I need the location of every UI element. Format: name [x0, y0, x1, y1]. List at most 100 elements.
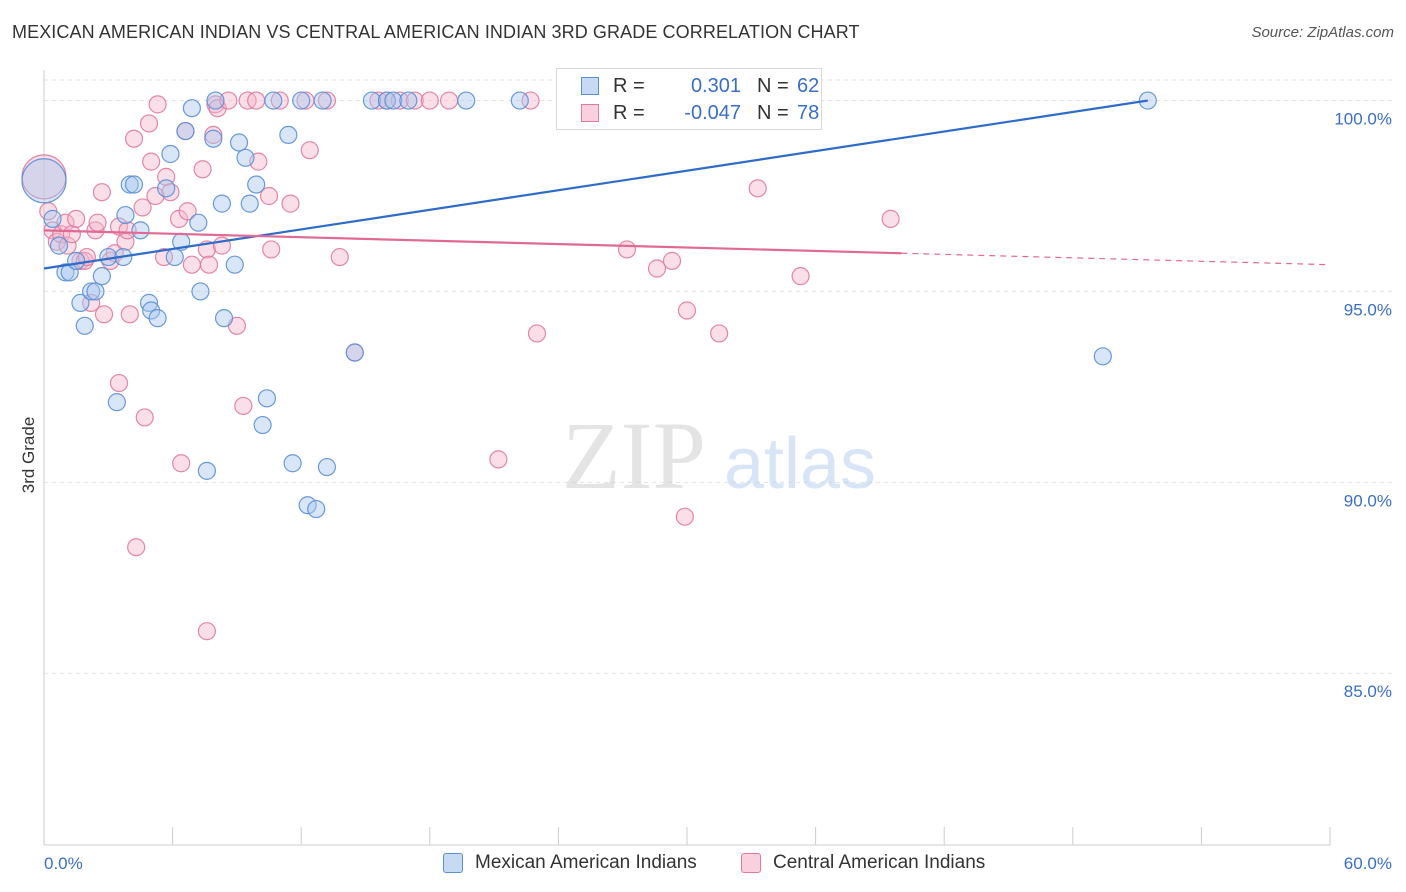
blue-data-point	[92, 267, 111, 286]
legend-label: Mexican American Indians	[475, 852, 697, 873]
blue-data-point	[377, 91, 397, 110]
pink-data-point	[420, 91, 439, 110]
r-label: R =	[613, 75, 645, 97]
blue-data-point	[253, 415, 272, 435]
pink-data-point	[791, 267, 810, 286]
blue-data-point	[131, 221, 150, 240]
watermark-zip: ZIP	[562, 402, 706, 509]
gridlines	[44, 79, 1392, 674]
blue-data-point	[362, 91, 382, 110]
blue-data-point	[75, 316, 94, 335]
r-value: 0.301	[690, 75, 741, 97]
pink-data-point	[262, 240, 281, 259]
blue-data-point	[148, 309, 167, 328]
pink-data-point	[748, 179, 767, 198]
pink-data-point	[527, 324, 547, 343]
pink-data-point	[67, 209, 86, 228]
blue-data-point	[298, 496, 317, 515]
pink-data-point	[489, 450, 508, 469]
blue-data-point	[49, 236, 69, 255]
blue-data-point	[399, 91, 418, 110]
blue-data-point	[107, 393, 126, 412]
y-tick-label: 85.0%	[1344, 682, 1392, 701]
blue-data-point	[206, 91, 225, 110]
pink-data-point	[219, 91, 238, 110]
pink-data-point	[234, 396, 253, 416]
blue-swatch	[581, 77, 599, 95]
blue-data-point	[43, 209, 62, 228]
blue-data-point	[116, 205, 135, 225]
pink-data-point	[300, 141, 319, 160]
pink-data-point	[259, 186, 279, 206]
x-tick-label-max: 60.0%	[1344, 854, 1392, 873]
stats-legend: R = 0.301 N = 62 R = -0.047 N = 78	[556, 68, 822, 130]
pink-data-point	[139, 114, 159, 133]
blue-data-point	[124, 175, 144, 194]
pink-data-point	[204, 125, 223, 145]
blue-data-point	[120, 175, 139, 194]
pink-data-point	[154, 247, 174, 267]
pink-data-point	[677, 301, 697, 320]
series-central-american-indians	[21, 91, 900, 641]
blue-data-point	[204, 129, 223, 148]
blue-data-point	[240, 194, 259, 213]
pink-data-point	[127, 538, 146, 557]
blue-data-point	[67, 251, 86, 270]
blue-data-point	[457, 91, 476, 110]
blue-data-point	[313, 91, 332, 110]
pink-data-point	[617, 240, 637, 259]
blue-swatch	[443, 853, 463, 873]
pink-data-point	[142, 152, 161, 171]
blue-data-point	[182, 99, 201, 118]
blue-data-point	[247, 175, 266, 194]
blue-data-point	[212, 194, 231, 213]
pink-trend-line	[43, 229, 902, 255]
pink-data-point	[135, 408, 154, 427]
blue-data-point	[56, 263, 75, 282]
n-value: 62	[797, 75, 820, 97]
y-tick-labels: 85.0% 90.0% 95.0% 100.0%	[1334, 110, 1392, 702]
pink-data-point	[124, 129, 144, 148]
blue-data-point	[236, 148, 255, 167]
blue-data-point	[264, 91, 283, 110]
pink-data-point	[182, 255, 201, 274]
blue-data-point	[345, 343, 364, 362]
watermark-atlas: atlas	[724, 424, 876, 504]
blue-data-point	[510, 91, 529, 110]
blue-data-point	[292, 91, 311, 110]
y-tick-label: 90.0%	[1344, 491, 1392, 510]
blue-data-point	[191, 282, 210, 301]
blue-data-point	[384, 91, 403, 110]
pink-data-point	[675, 507, 694, 526]
blue-data-point	[317, 457, 337, 477]
blue-data-point	[225, 255, 244, 274]
y-tick-label: 100.0%	[1334, 110, 1392, 129]
chart-title: MEXICAN AMERICAN INDIAN VS CENTRAL AMERI…	[12, 22, 860, 42]
pink-trend-line-extension	[901, 252, 1331, 266]
pink-data-point	[710, 324, 729, 343]
pink-data-point	[521, 91, 540, 110]
pink-data-point	[148, 95, 167, 114]
pink-data-point	[647, 259, 667, 278]
blue-data-point	[197, 461, 216, 480]
legend-label: Central American Indians	[773, 852, 986, 873]
pink-swatch	[581, 104, 599, 122]
blue-data-point	[165, 247, 184, 267]
blue-data-point	[229, 133, 249, 152]
pink-data-point	[662, 251, 682, 270]
blue-data-point	[142, 301, 161, 320]
pink-data-point	[197, 622, 216, 641]
pink-data-point	[270, 91, 289, 110]
blue-data-point	[283, 454, 302, 473]
source-credit: Source: ZipAtlas.com	[1251, 24, 1394, 41]
pink-data-point	[120, 305, 139, 324]
pink-data-point	[281, 194, 300, 213]
x-tick-label-min: 0.0%	[44, 854, 83, 873]
blue-data-point	[189, 213, 208, 232]
pink-data-point	[193, 160, 212, 179]
blue-data-point	[1093, 347, 1112, 366]
pink-data-point	[109, 217, 129, 236]
n-label: N =	[757, 102, 789, 124]
n-label: N =	[757, 75, 789, 97]
